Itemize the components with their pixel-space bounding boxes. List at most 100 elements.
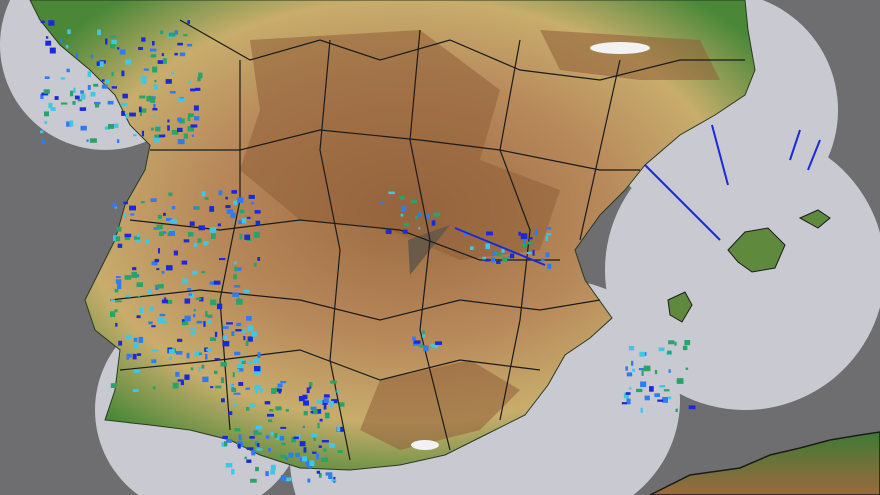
precipitation-echo <box>685 367 689 370</box>
precipitation-echo <box>151 325 156 328</box>
precipitation-echo <box>233 285 241 288</box>
precipitation-echo <box>388 191 395 195</box>
precipitation-echo <box>684 340 691 346</box>
precipitation-echo <box>115 300 122 303</box>
border-line <box>109 289 601 321</box>
precipitation-echo <box>230 212 236 219</box>
precipitation-echo <box>45 36 49 39</box>
precipitation-echo <box>193 105 199 111</box>
precipitation-echo <box>240 330 247 333</box>
precipitation-echo <box>247 336 253 342</box>
precipitation-echo <box>301 456 307 462</box>
precipitation-echo <box>668 369 671 373</box>
precipitation-echo <box>152 66 158 73</box>
precipitation-echo <box>245 340 249 346</box>
precipitation-echo <box>288 452 294 458</box>
precipitation-echo <box>80 125 87 131</box>
precipitation-echo <box>183 239 190 243</box>
precipitation-echo <box>80 93 86 100</box>
precipitation-echo <box>194 116 200 121</box>
border-line <box>179 19 745 81</box>
precipitation-echo <box>232 372 235 378</box>
precipitation-echo <box>148 321 153 325</box>
precipitation-echo <box>336 426 341 432</box>
precipitation-echo <box>148 95 151 102</box>
precipitation-echo <box>209 337 217 341</box>
precipitation-echo <box>546 233 552 236</box>
precipitation-echo <box>257 443 260 447</box>
precipitation-echo <box>157 284 164 289</box>
precipitation-echo <box>422 334 425 338</box>
precipitation-echo <box>40 20 45 24</box>
precipitation-echo <box>198 366 201 372</box>
precipitation-echo <box>255 466 259 472</box>
precipitation-echo <box>187 116 191 121</box>
balearic-islands <box>667 209 831 323</box>
precipitation-echo <box>244 456 247 460</box>
precipitation-echo <box>523 239 526 244</box>
precipitation-echo <box>318 445 322 448</box>
precipitation-echo <box>323 398 329 403</box>
precipitation-echo <box>40 94 44 99</box>
precipitation-echo <box>198 225 205 231</box>
border-line <box>409 29 451 451</box>
precipitation-echo <box>141 37 146 42</box>
precipitation-echo <box>640 407 643 413</box>
precipitation-echo <box>385 229 392 234</box>
precipitation-echo <box>150 198 157 202</box>
precipitation-echo <box>206 348 213 352</box>
precipitation-echo <box>236 298 243 305</box>
precipitation-echo <box>172 382 179 389</box>
precipitation-echo <box>177 139 185 145</box>
precipitation-echo <box>217 303 223 310</box>
precipitation-echo <box>246 407 250 411</box>
precipitation-echo <box>156 268 160 271</box>
precipitation-echo <box>236 364 244 368</box>
precipitation-echo <box>203 241 209 245</box>
precipitation-echo <box>190 367 194 371</box>
precipitation-echo <box>228 411 233 415</box>
precipitation-echo <box>251 450 256 456</box>
precipitation-echo <box>308 465 313 469</box>
precipitation-echo <box>159 313 166 317</box>
precipitation-echo <box>141 130 144 137</box>
precipitation-echo <box>118 340 123 346</box>
precipitation-echo <box>231 387 237 393</box>
precipitation-echo <box>415 216 418 220</box>
precipitation-echo <box>179 52 186 57</box>
precipitation-echo <box>203 321 206 327</box>
precipitation-echo <box>93 83 99 87</box>
precipitation-echo <box>157 214 162 219</box>
precipitation-echo <box>178 118 185 124</box>
precipitation-echo <box>639 351 645 357</box>
precipitation-echo <box>271 388 277 394</box>
precipitation-echo <box>132 389 139 393</box>
precipitation-echo <box>251 331 258 337</box>
precipitation-echo <box>107 100 114 105</box>
precipitation-echo <box>270 431 274 436</box>
precipitation-echo <box>167 119 170 123</box>
precipitation-echo <box>470 246 474 250</box>
precipitation-echo <box>248 194 255 199</box>
precipitation-echo <box>234 266 238 272</box>
precipitation-echo <box>184 298 191 304</box>
precipitation-echo <box>150 127 154 131</box>
precipitation-echo <box>214 370 218 374</box>
precipitation-echo <box>213 280 221 285</box>
precipitation-echo <box>198 72 203 79</box>
north-africa-land <box>649 431 880 495</box>
precipitation-echo <box>197 238 202 243</box>
precipitation-echo <box>190 124 198 128</box>
precipitation-echo <box>222 435 228 439</box>
precipitation-echo <box>659 385 666 388</box>
betic-highland <box>360 360 520 450</box>
precipitation-echo <box>169 91 176 94</box>
precipitation-echo <box>246 447 254 450</box>
precipitation-echo <box>484 258 491 262</box>
precipitation-echo <box>649 386 654 392</box>
precipitation-echo <box>426 213 430 219</box>
precipitation-echo <box>171 129 179 135</box>
precipitation-echo <box>311 433 317 438</box>
precipitation-streak <box>807 139 821 171</box>
precipitation-echo <box>124 233 132 238</box>
